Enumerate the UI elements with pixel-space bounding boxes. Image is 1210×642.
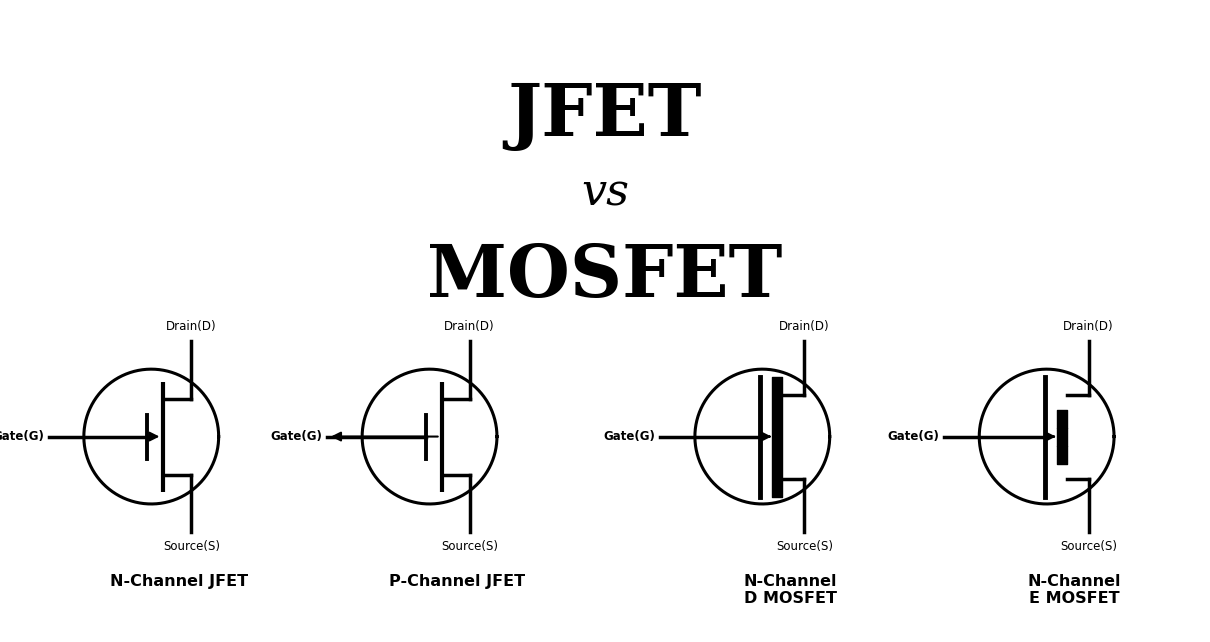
Text: P-Channel JFET: P-Channel JFET (390, 574, 525, 589)
Text: N-Channel JFET: N-Channel JFET (110, 574, 248, 589)
Text: Source(S): Source(S) (442, 540, 499, 553)
Text: Gate(G): Gate(G) (270, 430, 322, 443)
Text: Drain(D): Drain(D) (779, 320, 830, 333)
Text: N-Channel
D MOSFET: N-Channel D MOSFET (744, 574, 837, 607)
Text: Source(S): Source(S) (776, 540, 832, 553)
Text: Drain(D): Drain(D) (1064, 320, 1114, 333)
Text: Gate(G): Gate(G) (603, 430, 655, 443)
Text: Source(S): Source(S) (163, 540, 220, 553)
Text: Gate(G): Gate(G) (887, 430, 939, 443)
Text: Drain(D): Drain(D) (166, 320, 217, 333)
Text: Source(S): Source(S) (1060, 540, 1117, 553)
Text: Gate(G): Gate(G) (0, 430, 44, 443)
Text: JFET: JFET (508, 80, 702, 151)
Text: vs: vs (581, 171, 629, 214)
Text: N-Channel
E MOSFET: N-Channel E MOSFET (1028, 574, 1122, 607)
Text: Drain(D): Drain(D) (444, 320, 495, 333)
Text: MOSFET: MOSFET (427, 241, 783, 311)
